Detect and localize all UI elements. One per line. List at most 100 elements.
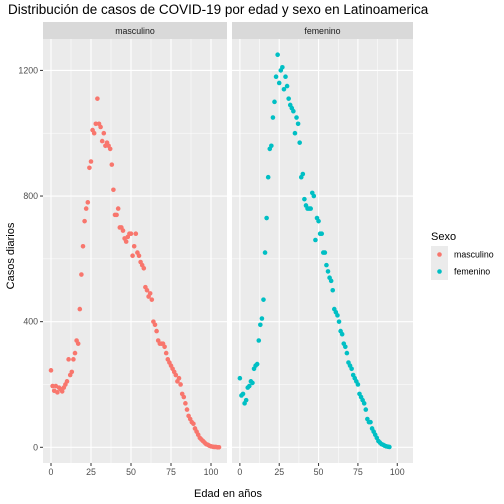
y-tick-label: 0 [33,442,38,452]
data-point-femenino [240,391,246,397]
data-point-masculino [87,165,92,171]
facet-strip [232,22,413,39]
data-point-femenino [261,297,266,302]
data-point-femenino [275,52,280,58]
data-point-masculino [77,306,83,312]
y-tick-label: 400 [23,317,38,327]
x-tick-label: 50 [314,467,324,477]
data-point-masculino [120,228,126,233]
data-point-masculino [98,124,103,130]
data-point-femenino [308,206,313,211]
data-point-femenino [270,115,276,120]
facet-strip [43,22,227,39]
data-point-masculino [128,231,134,237]
facet-panel-masculino: masculino 0 25 50 75 100 [43,22,227,477]
data-point-masculino [64,379,70,384]
data-point-masculino [50,383,55,389]
data-point-femenino [387,444,392,450]
x-tick-label: 100 [390,467,405,477]
data-point-femenino [322,250,328,255]
data-point-femenino [355,382,361,387]
data-point-femenino [250,380,255,386]
data-point-masculino [111,187,116,193]
legend-marker-femenino [437,269,442,274]
data-point-femenino [313,237,318,243]
data-point-masculino [162,344,167,350]
y-tick-label: 1200 [18,65,38,75]
data-point-femenino [336,319,342,324]
data-point-masculino [91,130,97,136]
data-point-masculino [176,375,182,381]
legend-title: Sexo [431,231,456,243]
data-point-femenino [283,74,288,79]
legend-label-femenino: femenino [454,267,490,277]
facet-panel-femenino: femenino 0 25 50 75 100 [232,22,413,477]
data-point-femenino [297,140,302,145]
x-tick-label: 50 [126,467,136,477]
data-point-femenino [256,338,262,343]
facet-strip-label: masculino [115,26,155,36]
data-point-masculino [173,372,179,378]
data-point-masculino [72,350,78,356]
data-point-femenino [325,269,331,274]
data-point-femenino [302,196,307,202]
y-axis-ticks: 0 400 800 1200 [18,65,43,452]
data-point-femenino [324,262,329,268]
data-point-masculino [48,368,54,373]
data-point-masculino [101,130,107,136]
data-point-femenino [264,215,269,221]
data-point-femenino [339,331,345,337]
data-point-masculino [136,253,142,259]
data-point-masculino [184,407,190,412]
data-point-masculino [114,212,119,218]
data-point-femenino [368,419,373,425]
data-point-femenino [291,108,296,114]
x-tick-label: 75 [353,467,363,477]
x-tick-label: 75 [166,467,176,477]
data-point-masculino [95,96,100,101]
data-point-masculino [131,243,137,249]
data-point-masculino [109,162,115,167]
data-point-masculino [59,389,65,394]
data-point-femenino [265,174,271,180]
data-point-masculino [191,421,196,427]
data-point-masculino [178,382,183,387]
data-point-masculino [82,218,87,224]
data-point-femenino [349,366,354,372]
data-point-masculino [141,265,147,271]
data-point-femenino [247,383,252,389]
data-point-masculino [181,394,187,400]
data-point-masculino [83,206,89,211]
legend-marker-masculino [437,252,442,257]
data-point-femenino [276,80,282,86]
data-point-masculino [149,297,155,302]
data-point-femenino [344,350,350,356]
data-point-masculino [133,231,139,237]
data-point-femenino [361,401,367,406]
data-point-femenino [286,96,291,101]
legend-label-masculino: masculino [454,250,494,260]
data-point-masculino [55,390,60,395]
data-point-femenino [330,287,336,293]
data-point-masculino [66,357,71,362]
data-point-masculino [88,159,94,164]
x-tick-label: 25 [86,467,96,477]
y-tick-label: 800 [23,191,38,201]
data-point-femenino [280,64,285,70]
data-point-femenino [335,313,340,318]
data-point-masculino [69,369,75,375]
panel-background [43,39,227,463]
facet-panels: masculino 0 25 50 75 100 femenino 0 25 50 75 100 [43,22,413,477]
data-point-masculino [183,401,188,406]
data-point-femenino [262,250,268,255]
data-point-masculino [115,206,121,211]
data-point-masculino [123,239,129,244]
data-point-femenino [258,322,263,328]
data-point-masculino [147,291,153,296]
data-point-femenino [328,278,334,284]
data-point-femenino [343,344,348,350]
data-point-femenino [259,316,265,321]
x-tick-label: 100 [204,467,219,477]
data-point-masculino [144,287,150,293]
data-point-femenino [254,361,260,367]
